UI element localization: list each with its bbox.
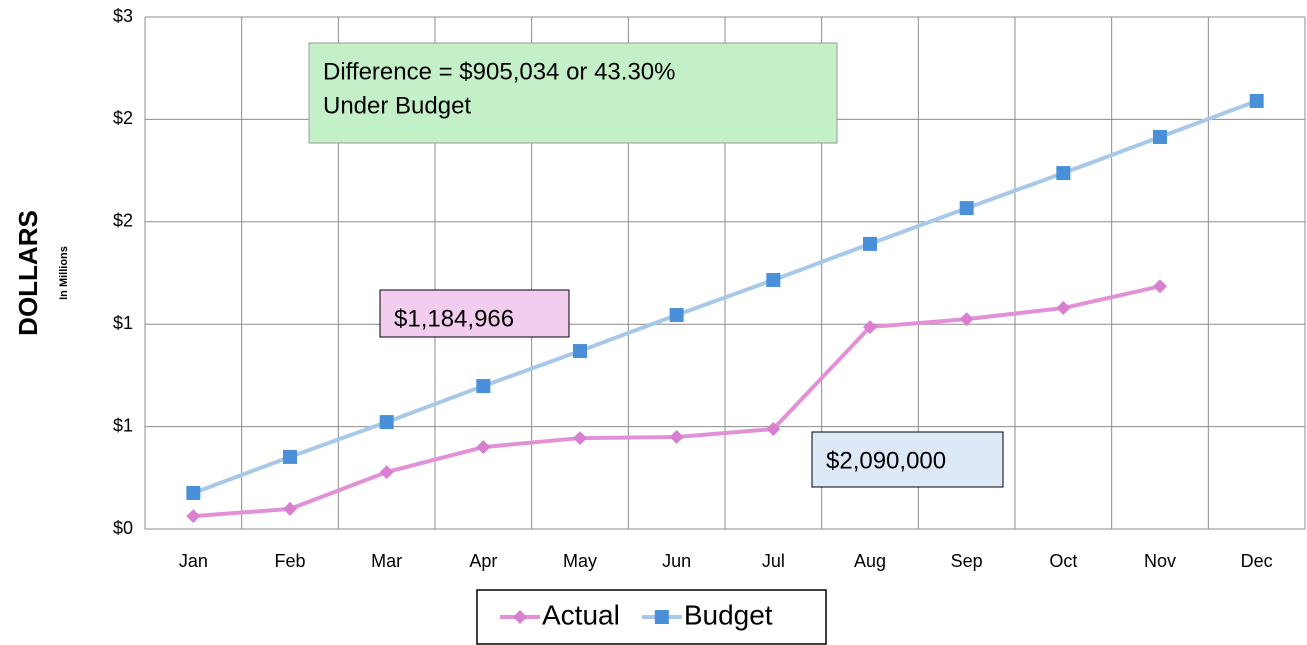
marker [573, 431, 587, 446]
marker [1056, 301, 1071, 316]
marker [1153, 130, 1167, 145]
y-tick-label: $1 [113, 313, 133, 333]
marker [573, 344, 587, 359]
annotation-text: $2,090,000 [826, 447, 946, 474]
y-tick-label: $0 [113, 518, 133, 538]
x-tick-label: Jan [179, 551, 208, 571]
marker [669, 307, 684, 322]
annotation-text: Difference = $905,034 or 43.30% [323, 58, 675, 85]
marker [863, 320, 877, 335]
marker [476, 440, 491, 455]
annotation-box [811, 431, 1004, 488]
x-tick-label: Jul [762, 551, 785, 571]
marker [863, 236, 877, 251]
y-tick-label: $3 [113, 6, 133, 26]
y-tick-label: $1 [113, 415, 133, 435]
marker [379, 415, 394, 430]
marker [959, 312, 974, 327]
marker [186, 509, 201, 524]
marker [283, 449, 297, 464]
marker [186, 485, 201, 500]
x-tick-label: Apr [469, 551, 497, 571]
x-tick-label: Jun [662, 551, 691, 571]
x-tick-label: Nov [1144, 551, 1176, 571]
marker [476, 379, 491, 394]
x-tick-label: Sep [951, 551, 983, 571]
legend-label: Actual [542, 599, 620, 630]
x-tick-label: Aug [854, 551, 886, 571]
marker [766, 272, 781, 287]
annotation-box [308, 42, 838, 144]
annotation-box [379, 289, 570, 338]
marker [283, 501, 297, 516]
annotation-text: Under Budget [323, 92, 471, 119]
y-axis-sublabel: In Millions [58, 246, 70, 300]
marker [513, 610, 527, 624]
series-line [192, 99, 1258, 495]
marker [1249, 93, 1264, 108]
x-tick-label: May [563, 551, 597, 571]
marker [1153, 279, 1167, 294]
x-tick-label: Mar [371, 551, 402, 571]
marker [379, 465, 394, 480]
annotation-text: $1,184,966 [394, 305, 514, 332]
x-tick-label: Dec [1241, 551, 1273, 571]
y-tick-label: $2 [113, 211, 133, 231]
marker [654, 610, 669, 624]
x-tick-label: Feb [274, 551, 305, 571]
marker [669, 430, 684, 445]
y-axis-label: DOLLARS [13, 210, 43, 336]
legend-label: Budget [684, 599, 773, 630]
marker [766, 422, 781, 437]
marker [1056, 166, 1071, 181]
marker [959, 201, 974, 216]
y-tick-label: $2 [113, 108, 133, 128]
x-tick-label: Oct [1049, 551, 1077, 571]
